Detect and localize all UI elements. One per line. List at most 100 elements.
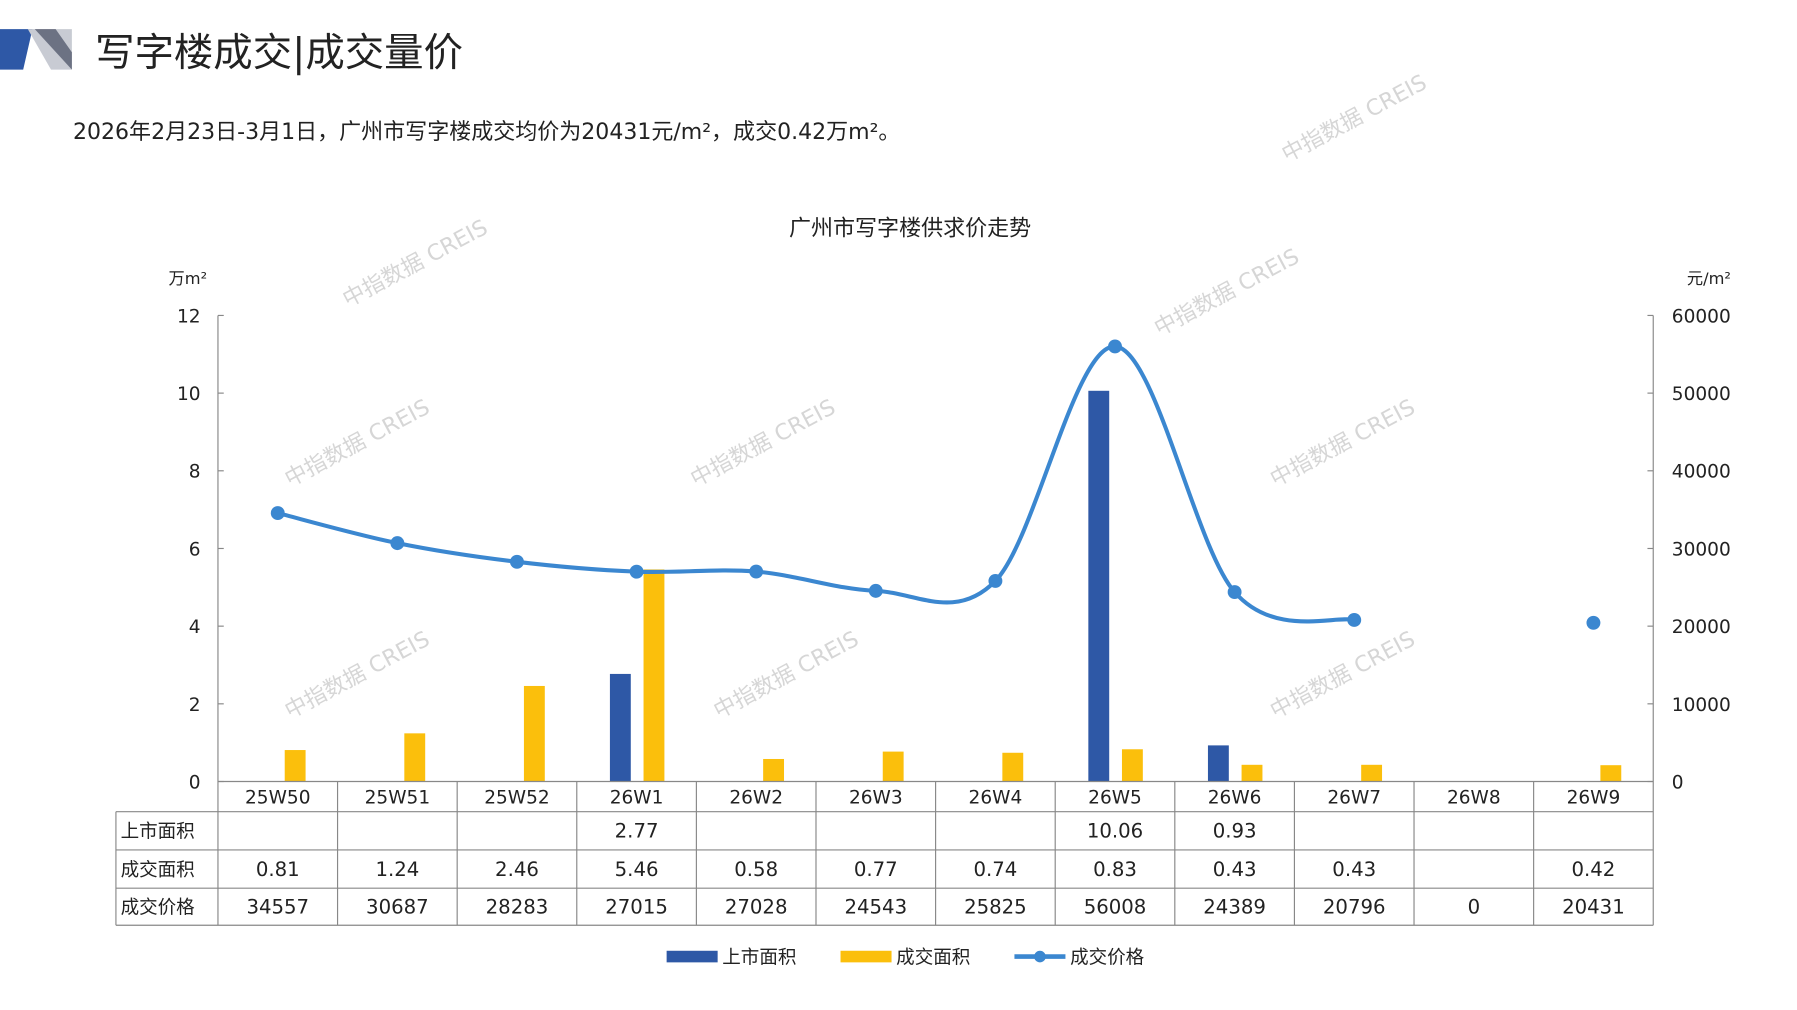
row-header: 上市面积: [121, 822, 195, 843]
data-label: 24389: [1203, 896, 1266, 919]
deal-area-bar: [1241, 764, 1263, 782]
data-label: 0.93: [1213, 820, 1257, 843]
deal-area-bar: [1002, 752, 1024, 782]
page-title: 写字楼成交|成交量价: [95, 30, 463, 76]
data-label: 56008: [1084, 896, 1147, 919]
deal-area-bar: [1361, 764, 1383, 782]
category-label: 25W52: [484, 788, 549, 809]
deal-area-bar: [284, 750, 306, 782]
right-tick-label: 10000: [1672, 695, 1731, 716]
row-header: 成交面积: [121, 860, 195, 881]
deal-area-bar: [404, 733, 426, 782]
deal-area-bar: [1600, 765, 1622, 782]
bars: [284, 390, 1622, 782]
right-tick-label: 50000: [1672, 384, 1731, 405]
watermark: 中指数据 CREIS: [1266, 395, 1419, 492]
data-label: 0.43: [1332, 858, 1376, 881]
watermark: 中指数据 CREIS: [281, 627, 434, 724]
legend-swatch-deal-area: [840, 950, 892, 963]
data-label: 28283: [486, 896, 549, 919]
watermarks: 中指数据 CREIS 中指数据 CREIS 中指数据 CREIS 中指数据 CREIS…: [281, 70, 1431, 724]
left-tick-label: 4: [189, 617, 201, 638]
left-tick-label: 12: [177, 306, 201, 327]
left-tick-label: 0: [189, 772, 201, 793]
category-label: 25W51: [365, 788, 430, 809]
data-label: 0.58: [734, 858, 778, 881]
data-label: 0.74: [973, 858, 1017, 881]
left-tick-label: 2: [189, 695, 201, 716]
price-point: [988, 573, 1003, 588]
legend-swatch-listed-area: [666, 950, 718, 963]
data-table: 25W50 25W51 25W52 26W1 26W2 26W3 26W4 26W5 26W6 2…: [115, 780, 1654, 926]
data-label: 20796: [1323, 896, 1386, 919]
data-label: 10.06: [1087, 820, 1143, 843]
logo-block-blue: [0, 29, 33, 70]
category-label: 26W3: [849, 788, 903, 809]
data-label: 27028: [725, 896, 788, 919]
header: 写字楼成交|成交量价: [0, 29, 463, 76]
watermark: 中指数据 CREIS: [281, 395, 434, 492]
price-line-path: [277, 344, 1355, 624]
category-label: 26W5: [1088, 788, 1142, 809]
category-label: 26W8: [1447, 788, 1501, 809]
row-header: 成交价格: [121, 898, 196, 919]
category-label: 26W9: [1567, 788, 1621, 809]
price-point: [1108, 339, 1122, 354]
category-label: 26W7: [1327, 788, 1381, 809]
watermark: 中指数据 CREIS: [1150, 244, 1303, 341]
price-point: [868, 583, 883, 598]
right-tick-label: 20000: [1672, 617, 1731, 638]
chart-title: 广州市写字楼供求价走势: [789, 216, 1031, 241]
left-tick-label: 8: [189, 462, 201, 483]
axes: 0 2 4 6 8 10 12 0 10000 20000 30000 40000 50000 60000: [177, 306, 1731, 793]
watermark: 中指数据 CREIS: [1278, 70, 1431, 167]
category-label: 25W50: [245, 788, 310, 809]
price-point: [629, 564, 644, 579]
price-point: [390, 536, 405, 551]
data-label: 24543: [844, 896, 907, 919]
summary-text: 2026年2月23日-3月1日，广州市写字楼成交均价为20431元/m²，成交0…: [73, 120, 900, 145]
right-tick-label: 40000: [1672, 462, 1731, 483]
data-label: 27015: [605, 896, 668, 919]
left-axis-unit: 万m²: [169, 269, 208, 288]
data-label: 34557: [246, 896, 309, 919]
data-label: 2.46: [495, 858, 539, 881]
data-label: 0.43: [1213, 858, 1257, 881]
right-axis-unit: 元/m²: [1687, 269, 1731, 288]
data-label: 0: [1468, 896, 1481, 919]
data-label: 0.42: [1572, 858, 1616, 881]
left-tick-label: 6: [189, 539, 201, 560]
price-point: [1347, 613, 1362, 627]
watermark: 中指数据 CREIS: [1266, 627, 1419, 724]
category-label: 26W6: [1208, 788, 1262, 809]
legend: 上市面积 成交面积 成交价格: [666, 948, 1145, 969]
listed-area-bar: [609, 673, 631, 782]
watermark: 中指数据 CREIS: [339, 215, 492, 312]
data-label: 5.46: [615, 858, 659, 881]
deal-area-bar: [882, 751, 904, 782]
data-label: 2.77: [615, 820, 659, 843]
legend-swatch-price-marker: [1034, 950, 1046, 963]
price-line: [270, 339, 1601, 630]
price-point: [510, 554, 524, 569]
listed-area-bar: [1207, 745, 1229, 782]
deal-area-bar: [1121, 749, 1143, 782]
data-label: 30687: [366, 896, 429, 919]
deal-area-bar: [523, 685, 545, 782]
price-point: [749, 564, 764, 579]
category-label: 26W2: [729, 788, 783, 809]
right-tick-label: 30000: [1672, 539, 1731, 560]
category-label: 26W4: [969, 788, 1023, 809]
deal-area-bar: [763, 758, 785, 782]
data-label: 0.77: [854, 858, 898, 881]
data-label: 0.83: [1093, 858, 1137, 881]
data-label: 0.81: [256, 858, 300, 881]
deal-area-bar: [643, 569, 665, 782]
data-label: 25825: [964, 896, 1027, 919]
data-label: 1.24: [375, 858, 419, 881]
legend-label: 成交面积: [896, 948, 970, 969]
right-tick-label: 60000: [1672, 306, 1731, 327]
watermark: 中指数据 CREIS: [710, 627, 863, 724]
legend-label: 成交价格: [1070, 948, 1145, 969]
